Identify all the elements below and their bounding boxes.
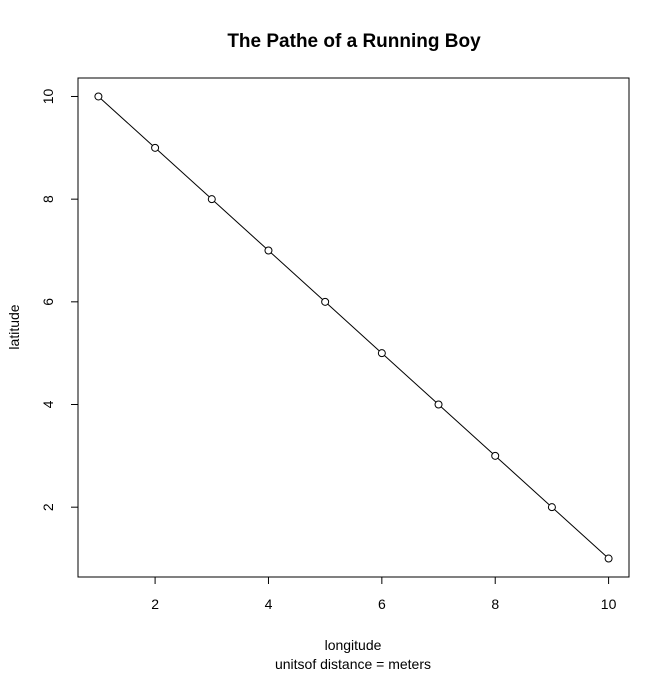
series-line-segment bbox=[100, 98, 153, 146]
y-axis-label: latitude bbox=[6, 304, 22, 349]
y-tick-label: 6 bbox=[40, 298, 56, 306]
series-line-segment bbox=[157, 149, 210, 198]
data-point bbox=[377, 349, 386, 358]
chart-title: The Pathe of a Running Boy bbox=[227, 31, 481, 52]
y-axis: 2 4 6 8 10 bbox=[40, 88, 79, 511]
y-tick-label: 10 bbox=[40, 88, 56, 104]
data-point bbox=[207, 195, 216, 204]
series-line-segment bbox=[214, 201, 267, 249]
y-tick-label: 8 bbox=[40, 195, 56, 203]
y-tick-label: 4 bbox=[40, 400, 56, 408]
x-tick-label: 6 bbox=[378, 596, 386, 612]
x-tick-label: 2 bbox=[151, 596, 159, 612]
data-point bbox=[321, 297, 330, 306]
y-tick-label: 2 bbox=[40, 503, 56, 511]
data-point bbox=[151, 143, 160, 152]
series-line-segment bbox=[270, 252, 323, 300]
x-axis: 2 4 6 8 10 bbox=[151, 576, 617, 612]
series-line-segment bbox=[384, 355, 437, 403]
series bbox=[94, 92, 613, 563]
data-point bbox=[264, 246, 273, 255]
data-point bbox=[434, 400, 443, 409]
x-axis-sublabel: unitsof distance = meters bbox=[275, 656, 431, 672]
series-line-segment bbox=[497, 457, 550, 506]
series-line-segment bbox=[327, 303, 380, 352]
x-axis-label: longitude bbox=[325, 637, 382, 653]
x-tick-label: 8 bbox=[491, 596, 499, 612]
data-point bbox=[547, 503, 556, 512]
data-point bbox=[604, 554, 613, 563]
series-line-segment bbox=[440, 406, 493, 454]
x-tick-label: 10 bbox=[601, 596, 617, 612]
x-tick-label: 4 bbox=[265, 596, 273, 612]
data-point bbox=[491, 451, 500, 460]
series-line-segment bbox=[554, 509, 607, 557]
data-point bbox=[94, 92, 103, 101]
